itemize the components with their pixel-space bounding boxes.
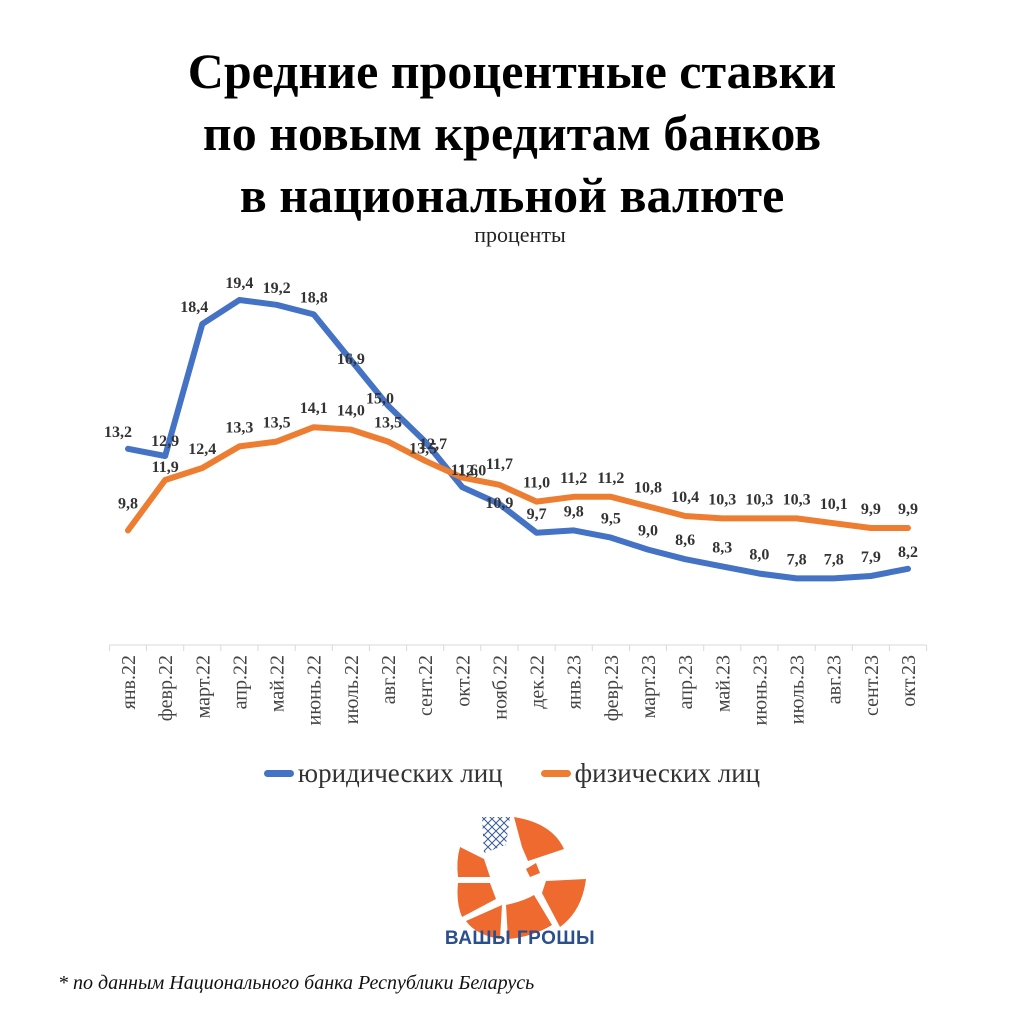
data-label: 7,8 [824,551,844,568]
data-label: 8,2 [898,544,918,561]
legend-item-individuals: физических лиц [540,758,761,789]
data-label: 9,9 [898,501,918,518]
data-label: 13,5 [374,415,402,432]
legend-swatch-orange-icon [540,770,571,777]
data-label: 19,2 [263,280,291,297]
data-label: 12,9 [151,433,179,450]
x-axis-label: февр.22 [155,655,177,721]
x-axis-label: июль.22 [341,655,363,724]
legend-swatch-blue-icon [263,770,294,777]
x-axis-label: апр.22 [229,655,251,709]
source-footnote: * по данным Национального банка Республи… [58,972,535,994]
x-axis-label: апр.23 [675,655,697,709]
x-axis-label: сент.22 [415,655,437,716]
x-axis-label: нояб.22 [489,655,511,720]
data-label: 16,9 [337,351,365,368]
data-label: 12,0 [458,463,486,480]
x-axis-label: март.22 [192,655,214,718]
legend-label: физических лиц [574,758,761,788]
data-label: 9,9 [861,501,881,518]
data-label: 7,9 [861,549,881,566]
data-label: 11,6 [451,462,478,479]
legend-item-legal-entities: юридических лиц [263,758,503,789]
data-label: 13,2 [104,424,132,441]
data-label: 14,0 [337,403,365,420]
legend-label: юридических лиц [297,758,503,788]
data-label: 13,5 [409,441,437,458]
data-label: 9,5 [601,511,621,528]
x-axis-label: июнь.23 [749,655,771,725]
series-line-legal-entities [125,297,911,582]
data-label: 19,4 [225,275,253,292]
x-axis-label: окт.22 [452,655,474,707]
data-label: 11,0 [523,475,550,492]
x-axis-label: янв.23 [564,655,586,709]
data-label: 7,8 [787,551,807,568]
data-label: 8,0 [749,547,769,564]
chart-title: Средние процентные ставки по новым креди… [0,40,1024,226]
x-axis-label: сент.23 [861,655,883,716]
data-label: 8,6 [675,532,695,549]
x-axis-label: май.23 [712,655,734,712]
title-line-2: по новым кредитам банков [202,105,822,161]
data-label: 18,8 [300,289,328,306]
data-label: 12,4 [188,441,216,458]
data-label: 11,2 [560,470,587,487]
line-chart: янв.22 февр.22 март.22 апр.22 май.22 июнь.22 и… [104,275,928,725]
x-axis-label: авг.22 [378,655,400,704]
data-label: 9,7 [527,506,547,523]
data-label: 14,1 [300,400,328,417]
data-label: 12,7 [419,436,447,453]
data-label: 9,8 [118,495,138,512]
data-label: 10,3 [745,491,773,508]
data-label: 18,4 [180,299,208,316]
data-label: 10,3 [708,491,736,508]
data-label: 10,3 [783,491,811,508]
title-line-1: Средние процентные ставки [187,43,837,99]
chart-legend: юридических лиц физических лиц [0,758,1024,789]
data-label: 10,1 [820,496,848,513]
data-label: 10,9 [485,495,513,512]
data-label: 15,0 [366,391,394,408]
data-label: 13,3 [225,419,253,436]
x-axis-label: февр.23 [601,655,623,721]
x-axis-label: окт.23 [898,655,920,707]
data-label: 9,8 [564,503,584,520]
data-label: 11,2 [597,470,624,487]
series-line-individuals [125,424,911,534]
x-axis-label: янв.22 [118,655,140,709]
data-label: 10,4 [671,489,699,506]
x-axis-label: дек.22 [527,655,549,709]
data-label: 9,0 [638,523,658,540]
data-label: 13,5 [263,415,291,432]
chart-subtitle: проценты [474,222,566,247]
vashy-groshy-logo-icon [457,817,586,939]
x-axis-label: авг.23 [824,655,846,704]
data-label: 10,8 [634,479,662,496]
x-axis-label: июнь.22 [304,655,326,725]
data-label: 11,9 [152,459,179,476]
x-axis-label: июль.23 [787,655,809,724]
x-axis-label: май.22 [267,655,289,712]
data-label: 11,7 [486,456,513,473]
logo-text: ВАШЫ ГРОШЫ [444,928,596,949]
title-line-3: в национальной валюте [239,167,785,223]
data-label: 8,3 [712,539,732,556]
x-axis-label: март.23 [638,655,660,718]
